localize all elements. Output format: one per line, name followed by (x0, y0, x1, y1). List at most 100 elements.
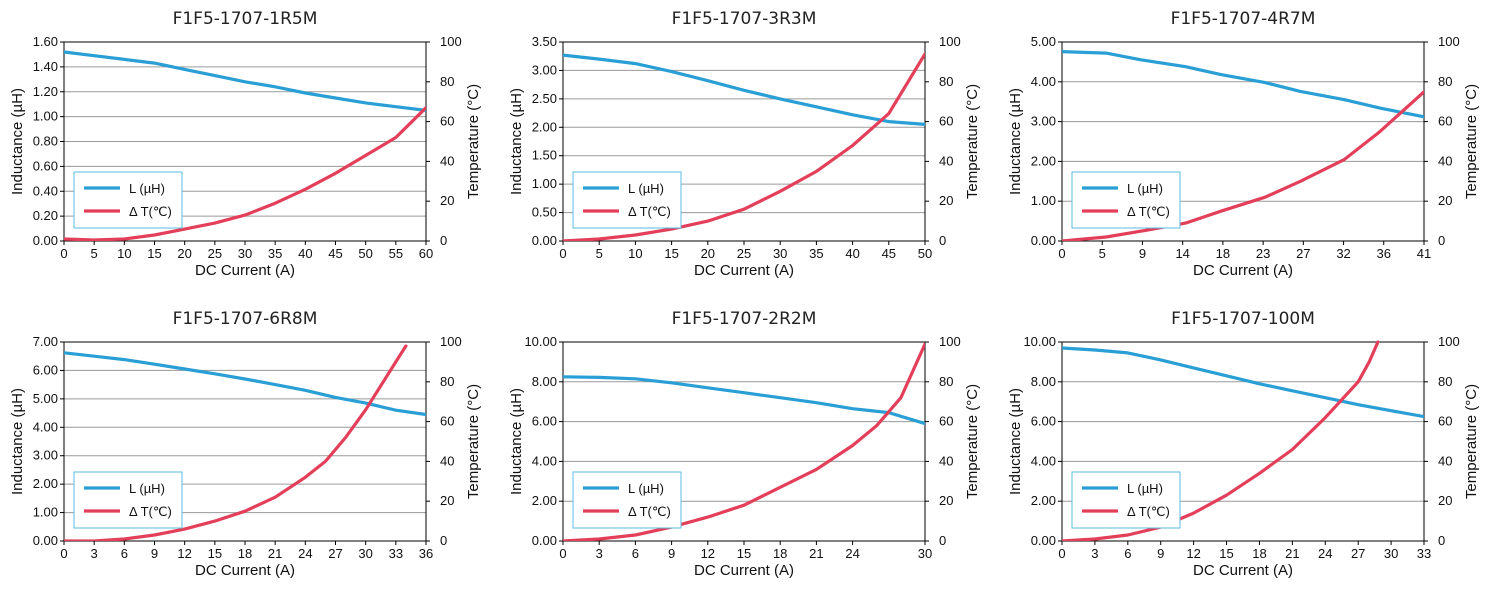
plot-frame (562, 41, 926, 242)
y-tick-label: 3.00 (532, 62, 557, 77)
legend-label-temperature: Δ T(℃) (1127, 204, 1170, 219)
inductance-line (563, 375, 925, 426)
y-tick-label: 1.50 (532, 148, 557, 163)
y2-tick-label: 20 (939, 493, 953, 508)
legend-box (1071, 471, 1181, 529)
y2-tick-label: 80 (1438, 74, 1452, 89)
legend-label-inductance: L (µH) (129, 481, 165, 496)
x-tick-label: 36 (1377, 246, 1391, 261)
y2-tick-label: 80 (440, 74, 454, 89)
legend-box (1071, 171, 1181, 229)
temperature-line (1062, 340, 1380, 541)
x-tick-label: 9 (1157, 546, 1164, 561)
y-axis-label: Inductance (µH) (508, 388, 525, 495)
y-tick-label: 4.00 (532, 453, 557, 468)
x-tick-label: 0 (60, 246, 67, 261)
x-tick-label: 18 (1252, 546, 1266, 561)
temperature-line (563, 52, 925, 241)
y-tick-label: 0.40 (33, 183, 58, 198)
chart-svg: F1F5-1707-100M 0.00 2.00 4.00 6.00 8.00 10.00 0… (1007, 309, 1480, 579)
y2-tick-label: 0 (1438, 533, 1445, 548)
y2-tick-label: 0 (939, 233, 946, 248)
x-tick-label: 30 (358, 546, 372, 561)
y-tick-label: 1.00 (33, 109, 58, 124)
x-tick-label: 35 (268, 246, 282, 261)
y-tick-label: 5.00 (1031, 34, 1056, 49)
y-axis-label: Inductance (µH) (508, 88, 525, 195)
legend-label-inductance: L (µH) (628, 181, 664, 196)
y-tick-label: 3.00 (1031, 114, 1056, 129)
x-axis-label: DC Current (A) (195, 562, 295, 579)
x-tick-label: 20 (177, 246, 191, 261)
chart-title: F1F5-1707-3R3M (672, 9, 817, 29)
x-tick-label: 5 (91, 246, 98, 261)
y-tick-label: 1.20 (33, 84, 58, 99)
y-tick-label: 3.00 (33, 448, 58, 463)
x-tick-label: 3 (91, 546, 98, 561)
legend-label-inductance: L (µH) (1127, 181, 1163, 196)
y2-tick-label: 80 (440, 374, 454, 389)
y-tick-label: 2.00 (532, 119, 557, 134)
y2-tick-label: 40 (1438, 453, 1452, 468)
x-tick-label: 25 (737, 246, 751, 261)
y-tick-label: 8.00 (1031, 374, 1056, 389)
x-tick-label: 30 (773, 246, 787, 261)
temperature-line (64, 344, 408, 541)
x-tick-label: 3 (596, 546, 603, 561)
legend-label-temperature: Δ T(℃) (1127, 504, 1170, 519)
chart-panel: F1F5-1707-2R2M 0.00 2.00 4.00 6.00 8.00 10.00 0… (499, 300, 998, 596)
chart-panel: F1F5-1707-4R7M 0.00 1.00 2.00 3.00 4.00 5.00 0 2… (998, 0, 1497, 296)
x-tick-label: 24 (845, 546, 859, 561)
x-tick-label: 60 (419, 246, 433, 261)
x-tick-label: 9 (668, 546, 675, 561)
y-tick-label: 0.00 (33, 233, 58, 248)
y2-tick-label: 40 (440, 453, 454, 468)
y2-tick-label: 40 (440, 153, 454, 168)
x-tick-label: 9 (151, 546, 158, 561)
chart-title: F1F5-1707-4R7M (1171, 9, 1316, 29)
y2-tick-label: 100 (440, 334, 462, 349)
y-tick-label: 2.00 (532, 493, 557, 508)
y2-tick-label: 60 (1438, 114, 1452, 129)
inductance-line (1062, 346, 1424, 419)
y2-axis-label: Temperature (°C) (964, 384, 981, 499)
x-tick-label: 55 (389, 246, 403, 261)
x-tick-label: 12 (1186, 546, 1200, 561)
temperature-line (64, 106, 426, 241)
chart-panel: F1F5-1707-3R3M 0.00 0.50 1.00 1.50 2.00 2.50 3.… (499, 0, 998, 296)
x-tick-label: 36 (419, 546, 433, 561)
y2-tick-label: 80 (939, 74, 953, 89)
y-tick-label: 3.50 (532, 34, 557, 49)
y2-tick-label: 60 (440, 414, 454, 429)
x-tick-label: 0 (60, 546, 67, 561)
y2-axis-label: Temperature (°C) (1463, 384, 1480, 499)
x-tick-label: 0 (1058, 546, 1065, 561)
x-tick-label: 27 (1351, 546, 1365, 561)
y-tick-label: 1.40 (33, 59, 58, 74)
y2-tick-label: 0 (1438, 233, 1445, 248)
chart-title: F1F5-1707-1R5M (173, 9, 318, 29)
y2-tick-label: 0 (440, 533, 447, 548)
y-tick-label: 1.00 (532, 176, 557, 191)
x-tick-label: 25 (208, 246, 222, 261)
x-axis-label: DC Current (A) (195, 262, 295, 279)
x-tick-label: 15 (664, 246, 678, 261)
y2-tick-label: 40 (939, 153, 953, 168)
inductance-line (64, 50, 426, 113)
y-tick-label: 10.00 (524, 334, 557, 349)
y-tick-label: 8.00 (532, 374, 557, 389)
x-tick-label: 35 (809, 246, 823, 261)
chart-title: F1F5-1707-6R8M (173, 309, 318, 329)
y2-tick-label: 20 (939, 193, 953, 208)
legend-label-inductance: L (µH) (1127, 481, 1163, 496)
legend-label-temperature: Δ T(℃) (628, 504, 671, 519)
y2-tick-label: 60 (939, 414, 953, 429)
x-tick-label: 40 (845, 246, 859, 261)
y2-axis-label: Temperature (°C) (1463, 84, 1480, 199)
x-tick-label: 3 (1091, 546, 1098, 561)
chart-svg: F1F5-1707-3R3M 0.00 0.50 1.00 1.50 2.00 2.50 3.… (508, 9, 981, 279)
plot-frame (63, 341, 427, 542)
chart-panel: F1F5-1707-1R5M 0.00 0.20 0.40 0.60 0.80 1.00 1.… (0, 0, 499, 296)
y-tick-label: 6.00 (1031, 414, 1056, 429)
chart-svg: F1F5-1707-4R7M 0.00 1.00 2.00 3.00 4.00 5.00 0 2… (1007, 9, 1480, 279)
